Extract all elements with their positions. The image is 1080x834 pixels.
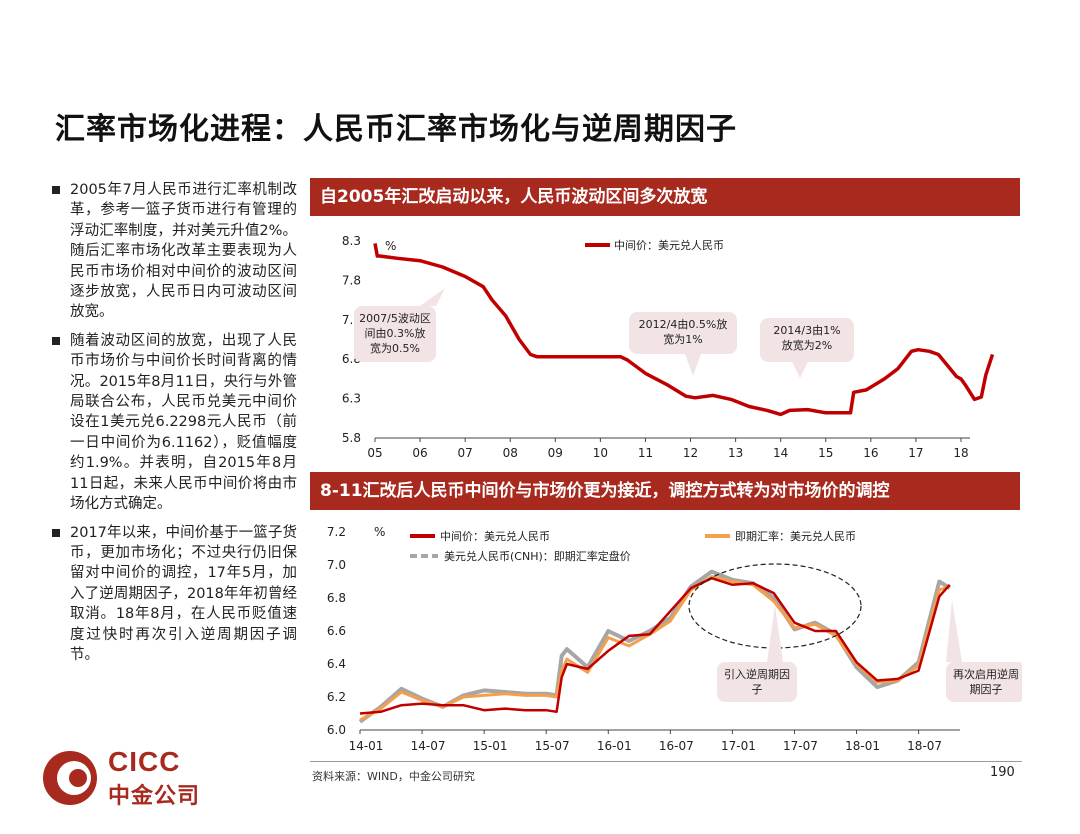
x-tick-label: 11	[638, 446, 653, 460]
callout-text: 2012/4由0.5%放	[639, 317, 728, 331]
cicc-logo: CICC 中金公司	[40, 746, 210, 810]
x-tick-label: 16-07	[659, 739, 694, 753]
chart2-header: 8-11汇改后人民币中间价与市场价更为接近，调控方式转为对市场价的调控	[310, 472, 1020, 510]
y-tick-label: 7.0	[327, 558, 346, 572]
x-tick-label: 18-07	[907, 739, 942, 753]
x-tick-label: 07	[458, 446, 473, 460]
bullet-list: 2005年7月人民币进行汇率机制改革，参考一篮子货币进行有管理的浮动汇率制度，并…	[52, 180, 297, 673]
y-tick-label: 7.8	[342, 273, 361, 287]
y-tick-label: 7.2	[327, 525, 346, 539]
x-tick-label: 17-01	[721, 739, 756, 753]
y-tick-label: 6.3	[342, 392, 361, 406]
bullet-square-icon	[52, 528, 60, 537]
callout-text: 2014/3由1%	[773, 323, 840, 337]
y-tick-label: 8.3	[342, 234, 361, 248]
page-number: 190	[990, 765, 1015, 780]
y-tick-label: 6.4	[327, 657, 346, 671]
x-tick-label: 10	[593, 446, 608, 460]
legend-label: 中间价：美元兑人民币	[614, 238, 724, 252]
legend-label-cnh: 美元兑人民币(CNH)：即期汇率定盘价	[444, 549, 631, 563]
callout-text: 再次启用逆周	[953, 667, 1019, 681]
callout-text: 子	[752, 683, 763, 696]
unit-label: %	[385, 239, 396, 253]
x-tick-label: 15-07	[535, 739, 570, 753]
callout-pointer	[792, 362, 808, 378]
x-tick-label: 14-07	[411, 739, 446, 753]
page-title: 汇率市场化进程：人民币汇率市场化与逆周期因子	[55, 112, 737, 147]
annotation-ccf-2017: 引入逆周期因子	[717, 605, 797, 702]
callout-text: 间由0.3%放	[365, 326, 426, 340]
y-tick-label: 6.0	[327, 723, 346, 737]
callout-text: 宽为0.5%	[370, 341, 420, 355]
highlight-ellipse	[688, 563, 862, 649]
x-tick-label: 16-01	[597, 739, 632, 753]
y-tick-label: 6.6	[327, 624, 346, 638]
legend-label-mid: 中间价：美元兑人民币	[440, 529, 550, 543]
bullet-item: 随着波动区间的放宽，出现了人民币市场价与中间价长时间背离的情况。2015年8月1…	[52, 331, 297, 515]
x-tick-label: 06	[412, 446, 427, 460]
callout-pointer	[767, 605, 783, 662]
series-line-cnh	[358, 569, 951, 724]
logo-text-cn: 中金公司	[108, 784, 201, 809]
x-tick-label: 16	[863, 446, 878, 460]
callout-text: 期因子	[970, 683, 1003, 696]
x-tick-label: 17-07	[783, 739, 818, 753]
callout-text: 放宽为2%	[782, 338, 832, 352]
y-tick-label: 6.2	[327, 690, 346, 704]
x-tick-label: 14	[773, 446, 788, 460]
bullet-square-icon	[52, 186, 60, 194]
x-tick-label: 08	[503, 446, 518, 460]
x-tick-label: 12	[683, 446, 698, 460]
x-tick-label: 14-01	[349, 739, 384, 753]
x-tick-label: 09	[548, 446, 563, 460]
chart2-svg: 14-01 14-07 15-01 15-07 16-01 16-07 17-01 17-07…	[327, 525, 1022, 753]
callout-text: 宽为1%	[663, 332, 702, 346]
legend-label-spot: 即期汇率：美元兑人民币	[735, 529, 856, 543]
series-line-mid	[359, 576, 951, 715]
callout-pointer	[420, 288, 445, 306]
callout-box	[629, 312, 737, 354]
x-tick-label: 15	[818, 446, 833, 460]
callout-pointer	[946, 600, 962, 662]
bullet-item: 2017年以来，中间价基于一篮子货币，更加市场化；不过央行仍旧保留对中间价的调控…	[52, 523, 297, 666]
y-tick-label: 5.8	[342, 431, 361, 445]
callout-box	[354, 306, 436, 362]
annotation-2014: 2014/3由1%放宽为2%	[760, 318, 854, 378]
x-tick-label: 18	[953, 446, 968, 460]
x-tick-label: 17	[908, 446, 923, 460]
series-line-spot	[359, 575, 951, 722]
source-note: 资料来源：WIND，中金公司研究	[312, 770, 475, 783]
chart1-header: 自2005年汇改启动以来，人民币波动区间多次放宽	[310, 178, 1020, 216]
callout-pointer	[685, 354, 701, 376]
bullet-square-icon	[52, 336, 60, 345]
footer-divider	[310, 761, 1022, 762]
series-line-mid	[373, 243, 995, 417]
bullet-text: 2005年7月人民币进行汇率机制改革，参考一篮子货币进行有管理的浮动汇率制度，并…	[70, 182, 297, 321]
logo-text-en: CICC	[108, 746, 181, 777]
bullet-item: 2005年7月人民币进行汇率机制改革，参考一篮子货币进行有管理的浮动汇率制度，并…	[52, 180, 297, 323]
x-tick-label: 15-01	[473, 739, 508, 753]
x-tick-label: 05	[367, 446, 382, 460]
chart1-svg: 05 06 07 08 09 10 11 12 13 14 15 16 17 188.37.87.36.8…	[342, 234, 995, 460]
callout-text: 引入逆周期因	[724, 667, 790, 681]
callout-box	[946, 662, 1022, 702]
x-tick-label: 18-01	[845, 739, 880, 753]
unit-label: %	[374, 525, 385, 539]
bullet-text: 随着波动区间的放宽，出现了人民币市场价与中间价长时间背离的情况。2015年8月1…	[70, 332, 297, 513]
y-tick-label: 6.8	[327, 591, 346, 605]
callout-box	[717, 662, 797, 702]
callout-box	[760, 318, 854, 362]
callout-text: 2007/5波动区	[359, 312, 431, 325]
cicc-logo-icon	[43, 751, 97, 805]
x-tick-label: 13	[728, 446, 743, 460]
bullet-text: 2017年以来，中间价基于一篮子货币，更加市场化；不过央行仍旧保留对中间价的调控…	[70, 524, 297, 663]
